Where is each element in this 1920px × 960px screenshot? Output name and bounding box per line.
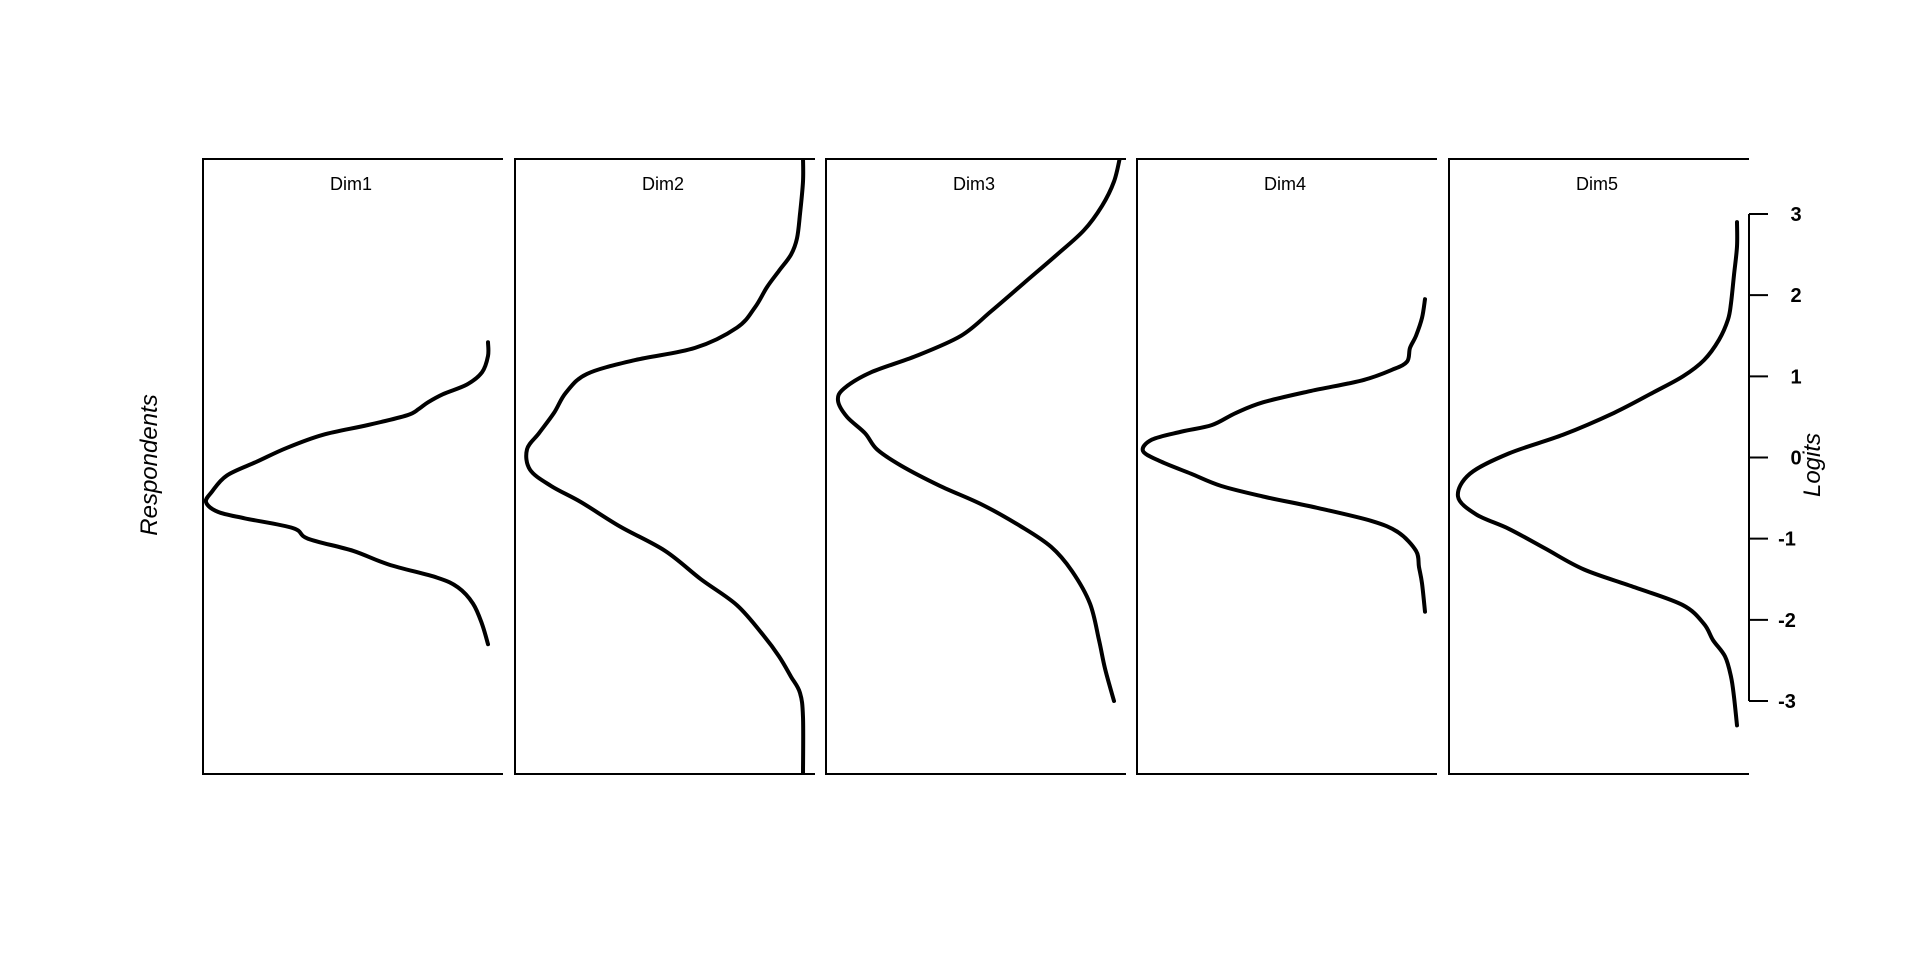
density-curve xyxy=(526,157,803,774)
density-curve xyxy=(206,342,489,644)
panel-title: Dim2 xyxy=(642,174,684,194)
panel-4: Dim4 xyxy=(1137,159,1437,774)
tick-label: 3 xyxy=(1790,204,1801,226)
panel-title: Dim3 xyxy=(953,174,995,194)
tick-label: 2 xyxy=(1790,285,1801,307)
panel-1: Dim1 xyxy=(203,159,503,774)
respondents-axis-title: Respondents xyxy=(136,394,163,535)
panels: Dim1 Dim2 Dim3 Dim4 Dim5 xyxy=(203,157,1749,774)
panel-frame xyxy=(515,159,815,774)
panel-title: Dim4 xyxy=(1264,174,1306,194)
density-curve xyxy=(1143,299,1425,612)
panel-frame xyxy=(1137,159,1437,774)
logits-axis-title: Logits xyxy=(1799,433,1826,497)
panel-2: Dim2 xyxy=(515,157,815,774)
panel-frame xyxy=(826,159,1126,774)
tick-label: 1 xyxy=(1790,366,1801,388)
density-curve xyxy=(1458,222,1737,725)
panel-title: Dim5 xyxy=(1576,174,1618,194)
panel-frame xyxy=(1449,159,1749,774)
panel-5: Dim5 xyxy=(1449,159,1749,774)
density-curve xyxy=(838,157,1120,701)
panel-title: Dim1 xyxy=(330,174,372,194)
tick-label: -1 xyxy=(1778,529,1796,551)
tick-label: -3 xyxy=(1778,691,1796,713)
panel-3: Dim3 xyxy=(826,157,1126,774)
tick-label: -2 xyxy=(1778,610,1796,632)
